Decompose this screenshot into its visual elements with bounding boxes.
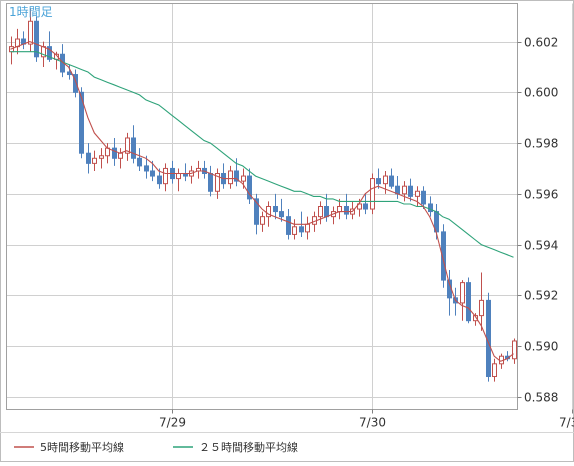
candle-body: [466, 282, 471, 322]
candle-body: [163, 167, 168, 185]
x-tick-label: 7/30: [359, 416, 386, 430]
candle-body: [208, 173, 213, 192]
candle-body: [357, 203, 362, 210]
candle-body: [305, 223, 310, 233]
y-tick-label: 0.592: [524, 289, 558, 303]
x-tick-label: 7/31: [559, 416, 574, 430]
candle-body: [131, 137, 136, 159]
candle-body: [408, 185, 413, 197]
legend: 5時間移動平均線 ２５時間移動平均線: [14, 440, 298, 454]
candle-body: [150, 170, 155, 177]
moving-average-lines: [10, 41, 514, 362]
chart-title: 1時間足: [9, 5, 53, 19]
candle-body: [215, 173, 220, 192]
candle-body: [370, 178, 375, 210]
candle-body: [389, 175, 394, 187]
candle-body: [441, 231, 446, 281]
candle-body: [473, 315, 478, 322]
candle-body: [86, 152, 91, 164]
candle-body: [92, 157, 97, 164]
candle-body: [492, 363, 497, 378]
candle-body: [99, 155, 104, 159]
candle-body: [260, 216, 265, 225]
candle-body: [125, 137, 130, 154]
candle-body: [247, 175, 252, 200]
candle-body: [137, 157, 142, 167]
y-axis: 0.602 0.600 0.598 0.596 0.594 0.592 0.590 0.588: [517, 36, 558, 405]
candle-body: [292, 226, 297, 235]
ma5-line: [10, 41, 514, 362]
candle-body: [402, 185, 407, 195]
candle-body: [228, 170, 233, 185]
candle-body: [79, 91, 84, 154]
candle-body: [395, 185, 400, 195]
y-tick-label: 0.590: [524, 340, 558, 354]
candle-body: [118, 152, 123, 159]
candle-body: [112, 147, 117, 159]
candle-body: [254, 198, 259, 225]
candle-body: [241, 175, 246, 182]
candle-body: [428, 203, 433, 213]
y-tick-label: 0.598: [524, 137, 558, 151]
candle-body: [337, 206, 342, 213]
y-tick-label: 0.600: [524, 86, 558, 100]
candles: [9, 8, 517, 382]
candle-body: [344, 206, 349, 215]
x-axis: 7/29 7/30 7/31: [159, 409, 574, 430]
candle-body: [479, 299, 484, 317]
candle-body: [421, 190, 426, 205]
legend-label-ma5: 5時間移動平均線: [40, 440, 124, 454]
x-tick-label: 7/29: [159, 416, 186, 430]
candle-body: [234, 170, 239, 182]
candle-body: [28, 20, 33, 45]
candle-body: [34, 20, 39, 58]
candle-body: [512, 340, 517, 360]
candle-body: [176, 173, 181, 180]
candle-body: [266, 206, 271, 218]
candle-body: [279, 211, 284, 218]
candle-body: [144, 165, 149, 172]
candle-body: [73, 74, 78, 93]
candle-body: [324, 206, 329, 218]
plot-area-border: [6, 3, 518, 410]
y-tick-label: 0.596: [524, 188, 558, 202]
legend-label-ma25: ２５時間移動平均線: [199, 440, 298, 454]
candle-body: [299, 226, 304, 233]
y-tick-label: 0.594: [524, 239, 558, 253]
y-tick-label: 0.588: [524, 391, 558, 405]
candle-body: [47, 46, 52, 60]
candle-body: [157, 175, 162, 185]
candle-body: [460, 282, 465, 304]
candle-body: [376, 178, 381, 185]
candle-body: [318, 206, 323, 218]
candle-body: [415, 190, 420, 197]
y-tick-label: 0.602: [524, 36, 558, 50]
ma25-line: [10, 51, 514, 258]
candle-body: [363, 203, 368, 210]
candle-body: [273, 206, 278, 213]
candle-body: [286, 216, 291, 235]
candle-body: [383, 175, 388, 185]
